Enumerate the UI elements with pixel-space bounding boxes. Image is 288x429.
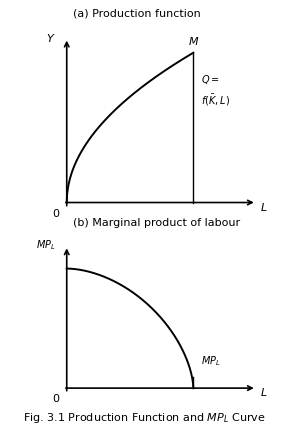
Text: $Q =$: $Q =$ bbox=[201, 73, 219, 86]
Text: $MP_L$: $MP_L$ bbox=[36, 239, 56, 252]
Text: $f(\bar{K}, L)$: $f(\bar{K}, L)$ bbox=[201, 93, 230, 108]
Text: $MP_L$: $MP_L$ bbox=[201, 354, 220, 368]
Text: (b) Marginal product of labour: (b) Marginal product of labour bbox=[73, 218, 240, 228]
Text: $L$: $L$ bbox=[260, 386, 268, 398]
Text: (a) Production function: (a) Production function bbox=[73, 8, 201, 18]
Text: Fig. 3.1 Production Function and $MP_L$ Curve: Fig. 3.1 Production Function and $MP_L$ … bbox=[23, 411, 265, 425]
Text: $M$: $M$ bbox=[188, 35, 199, 47]
Text: $L$: $L$ bbox=[260, 201, 268, 213]
Text: 0: 0 bbox=[52, 393, 59, 404]
Text: $Y$: $Y$ bbox=[46, 32, 56, 44]
Text: 0: 0 bbox=[52, 208, 59, 218]
